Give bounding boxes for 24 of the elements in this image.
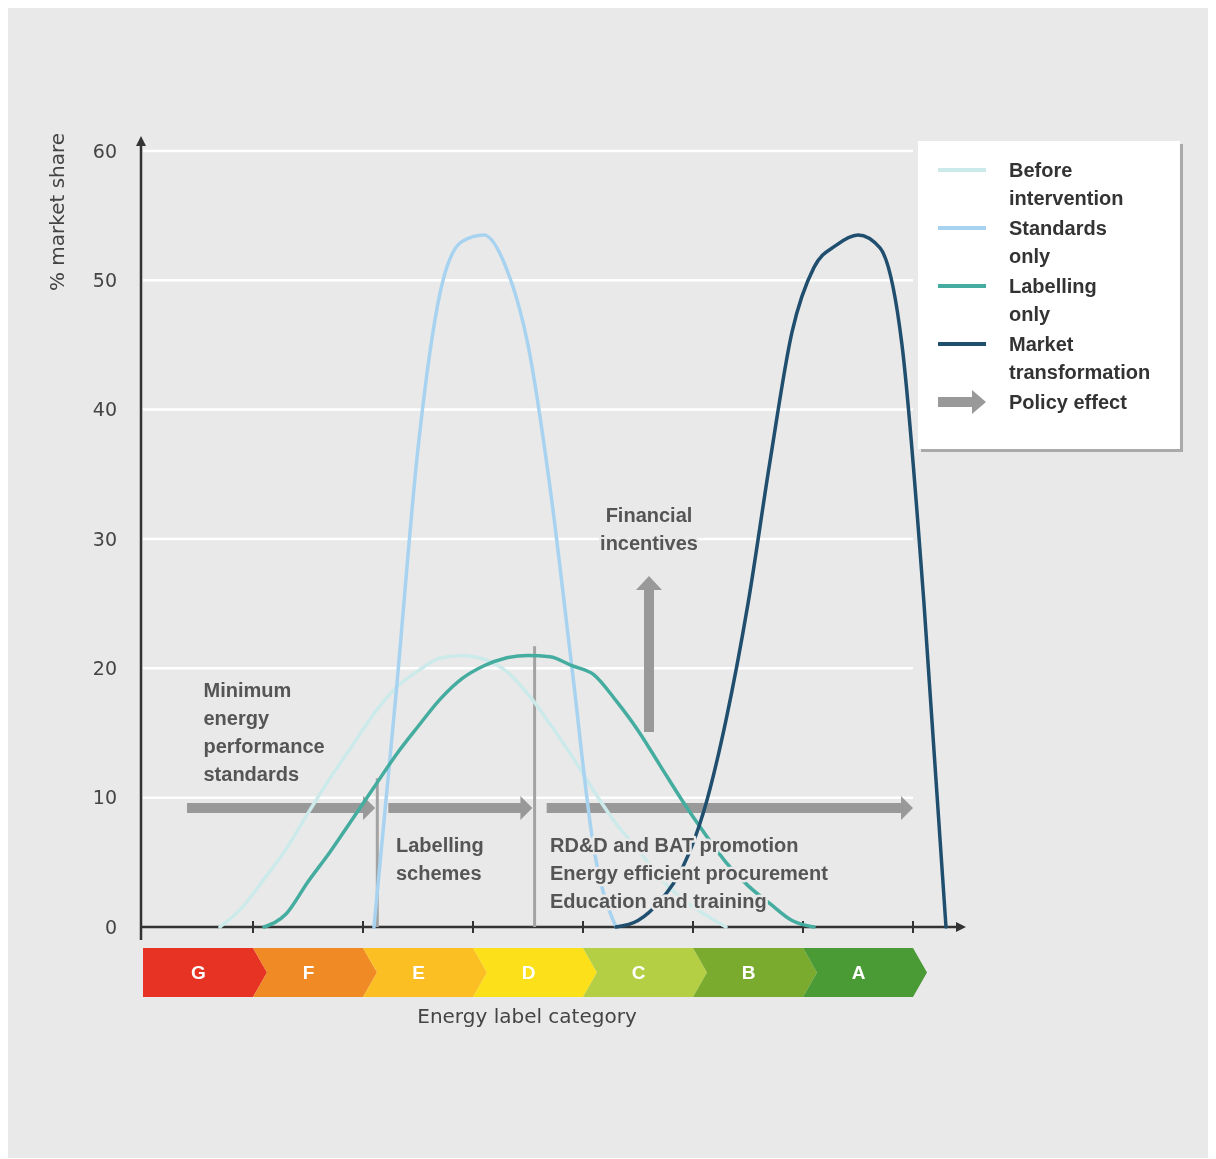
y-tick-label: 60 — [92, 139, 117, 162]
annotation: Labelling schemes — [396, 834, 484, 884]
y-tick-label: 40 — [92, 398, 117, 421]
x-tick-label: E — [412, 961, 425, 983]
x-tick-label: C — [631, 961, 646, 983]
x-tick-label: F — [302, 961, 315, 983]
x-axis-title: Energy label category — [417, 1004, 637, 1028]
y-tick-label: 30 — [92, 527, 117, 550]
x-tick-label: A — [851, 961, 866, 983]
y-axis-title: % market share — [45, 132, 69, 292]
x-tick-label: B — [741, 961, 756, 983]
y-tick-label: 0 — [104, 915, 117, 938]
y-tick-label: 50 — [92, 268, 117, 291]
y-tick-label: 20 — [92, 656, 117, 679]
text: Policy effect — [1009, 391, 1128, 413]
legend-label: Market transformation — [1009, 333, 1151, 383]
x-tick-label: D — [521, 961, 536, 983]
legend-label: Labelling only — [1009, 275, 1097, 325]
annotation: Minimum energy performance standards — [203, 679, 325, 785]
x-tick-label: G — [191, 961, 206, 983]
legend-label: Before intervention — [1009, 159, 1124, 209]
y-tick-label: 10 — [92, 786, 117, 809]
legend-label: Standards only — [1009, 217, 1107, 267]
annotation: Financial incentives — [600, 504, 698, 554]
